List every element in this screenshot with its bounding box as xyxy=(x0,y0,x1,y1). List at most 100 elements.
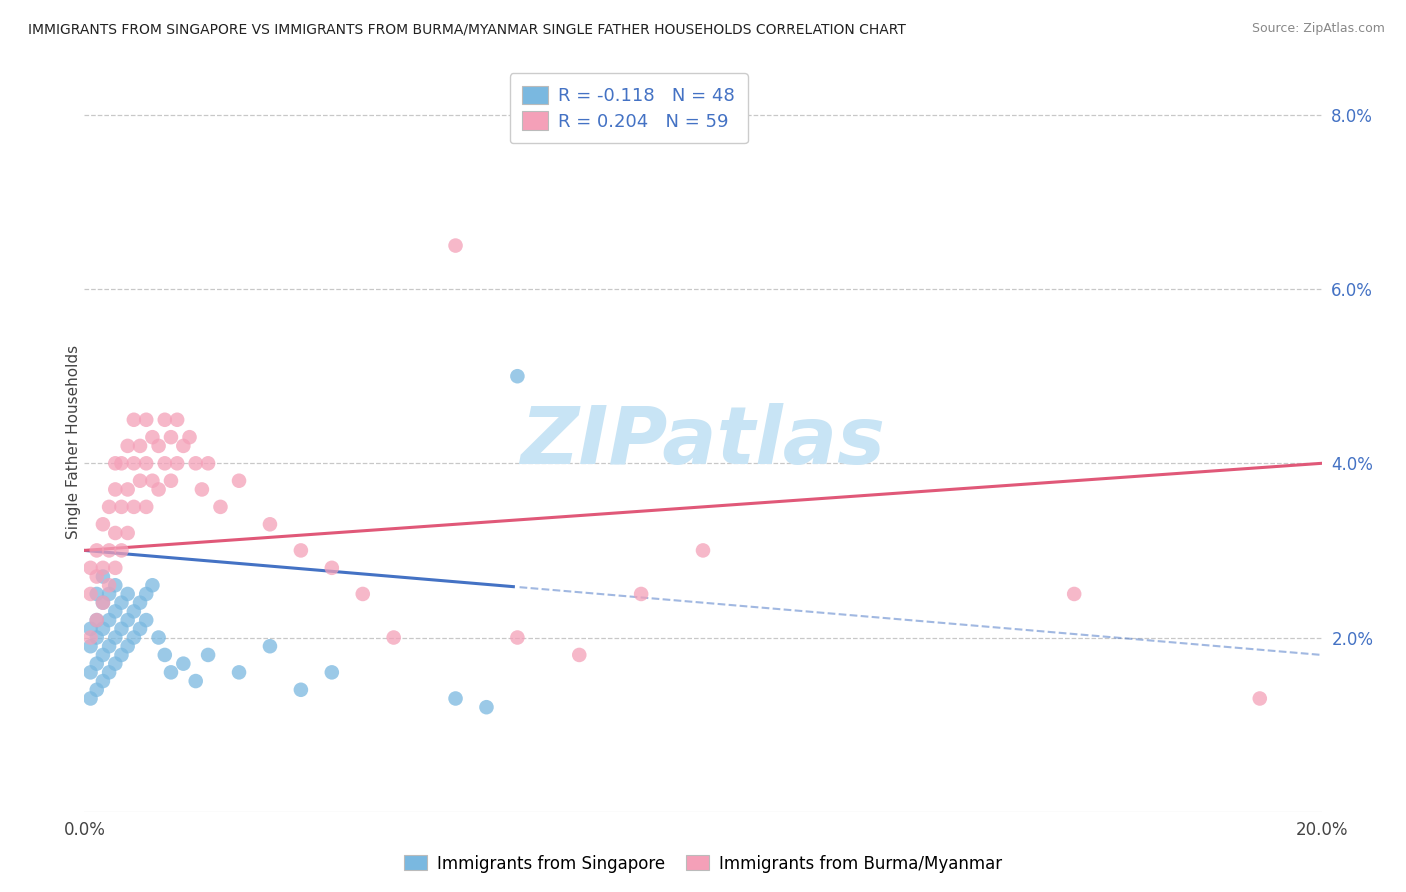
Point xyxy=(98,543,121,558)
Point xyxy=(135,613,157,627)
Point xyxy=(86,613,108,627)
Point xyxy=(321,561,343,575)
Point xyxy=(568,648,591,662)
Point xyxy=(228,665,250,680)
Point xyxy=(148,483,170,497)
Point xyxy=(122,631,145,645)
Point xyxy=(98,613,121,627)
Point xyxy=(153,456,176,470)
Point xyxy=(122,500,145,514)
Legend: Immigrants from Singapore, Immigrants from Burma/Myanmar: Immigrants from Singapore, Immigrants fr… xyxy=(398,848,1008,880)
Point xyxy=(104,526,127,541)
Point xyxy=(141,578,163,592)
Point xyxy=(160,474,183,488)
Text: IMMIGRANTS FROM SINGAPORE VS IMMIGRANTS FROM BURMA/MYANMAR SINGLE FATHER HOUSEHO: IMMIGRANTS FROM SINGAPORE VS IMMIGRANTS … xyxy=(28,22,905,37)
Point xyxy=(79,631,101,645)
Point xyxy=(104,578,127,592)
Point xyxy=(86,613,108,627)
Text: Source: ZipAtlas.com: Source: ZipAtlas.com xyxy=(1251,22,1385,36)
Point xyxy=(79,639,101,653)
Legend: R = -0.118   N = 48, R = 0.204   N = 59: R = -0.118 N = 48, R = 0.204 N = 59 xyxy=(510,73,748,144)
Point xyxy=(79,587,101,601)
Point xyxy=(228,474,250,488)
Point xyxy=(129,596,152,610)
Point xyxy=(98,639,121,653)
Point xyxy=(117,587,139,601)
Point xyxy=(166,456,188,470)
Point xyxy=(135,456,157,470)
Point xyxy=(104,483,127,497)
Point xyxy=(135,500,157,514)
Point xyxy=(79,622,101,636)
Point xyxy=(91,517,114,532)
Point xyxy=(110,456,132,470)
Point xyxy=(98,665,121,680)
Point xyxy=(91,674,114,689)
Point xyxy=(160,665,183,680)
Point xyxy=(148,631,170,645)
Point xyxy=(129,474,152,488)
Point xyxy=(135,587,157,601)
Point xyxy=(444,691,467,706)
Point xyxy=(197,648,219,662)
Point xyxy=(475,700,498,714)
Point xyxy=(209,500,232,514)
Point xyxy=(117,439,139,453)
Point xyxy=(382,631,405,645)
Point xyxy=(141,430,163,444)
Point xyxy=(86,657,108,671)
Text: ZIPatlas: ZIPatlas xyxy=(520,402,886,481)
Point xyxy=(104,657,127,671)
Point xyxy=(122,604,145,618)
Point xyxy=(1063,587,1085,601)
Point xyxy=(117,639,139,653)
Point xyxy=(179,430,201,444)
Point xyxy=(86,569,108,583)
Point xyxy=(91,561,114,575)
Point xyxy=(172,439,194,453)
Point xyxy=(290,682,312,697)
Point xyxy=(98,587,121,601)
Y-axis label: Single Father Households: Single Father Households xyxy=(66,344,80,539)
Point xyxy=(122,413,145,427)
Point xyxy=(153,413,176,427)
Point xyxy=(630,587,652,601)
Point xyxy=(197,456,219,470)
Point xyxy=(166,413,188,427)
Point xyxy=(110,648,132,662)
Point xyxy=(184,456,207,470)
Point xyxy=(290,543,312,558)
Point xyxy=(184,674,207,689)
Point xyxy=(79,665,101,680)
Point xyxy=(692,543,714,558)
Point xyxy=(352,587,374,601)
Point xyxy=(110,622,132,636)
Point xyxy=(444,238,467,252)
Point xyxy=(117,526,139,541)
Point xyxy=(91,622,114,636)
Point xyxy=(1249,691,1271,706)
Point xyxy=(160,430,183,444)
Point xyxy=(79,561,101,575)
Point xyxy=(104,561,127,575)
Point xyxy=(98,578,121,592)
Point xyxy=(141,474,163,488)
Point xyxy=(129,622,152,636)
Point xyxy=(110,500,132,514)
Point xyxy=(148,439,170,453)
Point xyxy=(117,483,139,497)
Point xyxy=(86,587,108,601)
Point xyxy=(91,596,114,610)
Point xyxy=(191,483,214,497)
Point xyxy=(91,648,114,662)
Point xyxy=(104,604,127,618)
Point xyxy=(129,439,152,453)
Point xyxy=(506,369,529,384)
Point xyxy=(122,456,145,470)
Point xyxy=(98,500,121,514)
Point xyxy=(259,517,281,532)
Point xyxy=(172,657,194,671)
Point xyxy=(104,456,127,470)
Point xyxy=(91,596,114,610)
Point xyxy=(86,543,108,558)
